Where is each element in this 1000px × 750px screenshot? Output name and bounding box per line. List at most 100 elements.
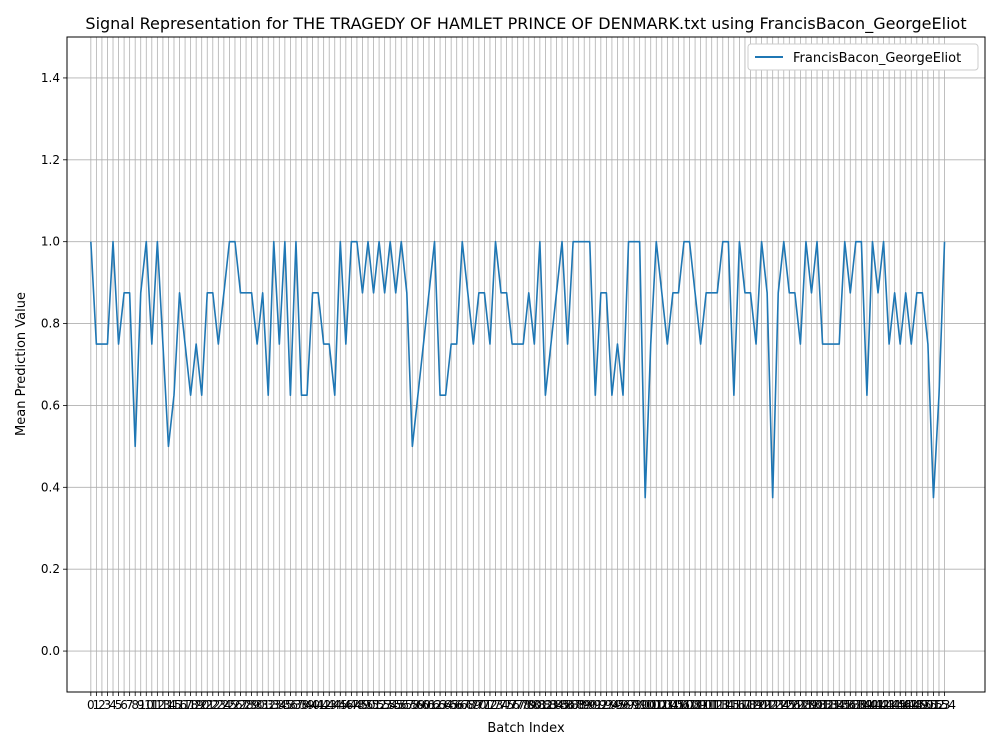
x-tick-label: 81 — [532, 698, 547, 712]
x-tick-label: 79 — [521, 698, 536, 712]
plot-frame — [66, 36, 986, 693]
x-tick-label: 89 — [577, 698, 592, 712]
x-tick-label: 124 — [767, 698, 790, 712]
x-tick-label: 13 — [155, 698, 170, 712]
x-tick-label: 26 — [227, 698, 242, 712]
x-tick-label: 106 — [667, 698, 690, 712]
x-tick-label: 120 — [745, 698, 768, 712]
x-tick-label: 52 — [371, 698, 386, 712]
x-tick-label: 18 — [183, 698, 198, 712]
x-tick-label: 111 — [695, 698, 718, 712]
x-tick-label: 140 — [855, 698, 878, 712]
x-tick-label: 64 — [438, 698, 453, 712]
series-line-francisbacon-georgeeliot — [90, 240, 946, 499]
x-tick-label: 46 — [338, 698, 353, 712]
x-tick-label: 128 — [789, 698, 812, 712]
x-tick-label: 75 — [499, 698, 514, 712]
x-tick-label: 44 — [327, 698, 342, 712]
x-tick-label: 67 — [455, 698, 470, 712]
x-tick-label: 76 — [505, 698, 520, 712]
x-tick-label: 33 — [266, 698, 281, 712]
y-tick-label: 1.4 — [41, 71, 60, 85]
x-tick-label: 65 — [444, 698, 459, 712]
x-tick-label: 123 — [761, 698, 784, 712]
x-tick-label: 84 — [549, 698, 564, 712]
y-tick-label: 0.4 — [41, 480, 60, 494]
x-tick-label: 49 — [355, 698, 370, 712]
x-tick-label: 133 — [817, 698, 840, 712]
x-tick-label: 15 — [166, 698, 181, 712]
x-tick-label: 138 — [844, 698, 867, 712]
x-tick-label: 105 — [661, 698, 684, 712]
x-tick-label: 131 — [806, 698, 829, 712]
x-tick-label: 98 — [626, 698, 641, 712]
y-axis-title: Mean Prediction Value — [14, 292, 29, 436]
x-tick-label: 122 — [756, 698, 779, 712]
x-tick-label: 4 — [109, 698, 117, 712]
x-tick-label: 14 — [161, 698, 176, 712]
x-tick-label: 12 — [150, 698, 165, 712]
x-tick-label: 66 — [449, 698, 464, 712]
x-tick-label: 100 — [634, 698, 657, 712]
legend-box — [747, 43, 979, 71]
x-tick-label: 113 — [706, 698, 729, 712]
x-tick-label: 32 — [261, 698, 276, 712]
x-tick-label: 82 — [538, 698, 553, 712]
x-tick-label: 5 — [115, 698, 123, 712]
x-tick-label: 60 — [416, 698, 431, 712]
x-tick-label: 71 — [477, 698, 492, 712]
x-tick-label: 77 — [510, 698, 525, 712]
x-tick-label: 55 — [388, 698, 403, 712]
x-tick-label: 148 — [900, 698, 923, 712]
x-tick-label: 96 — [615, 698, 630, 712]
legend-label: FrancisBacon_GeorgeEliot — [793, 51, 961, 66]
x-tick-label: 58 — [405, 698, 420, 712]
x-tick-label: 95 — [610, 698, 625, 712]
x-tick-label: 90 — [582, 698, 597, 712]
plot-area — [67, 37, 985, 692]
x-tick-label: 99 — [632, 698, 647, 712]
x-tick-label: 152 — [922, 698, 945, 712]
x-tick-label: 36 — [283, 698, 298, 712]
x-tick-label: 11 — [144, 698, 159, 712]
x-tick-label: 1 — [93, 698, 101, 712]
x-tick-label: 34 — [272, 698, 287, 712]
x-tick-label: 129 — [794, 698, 817, 712]
x-tick-label: 43 — [322, 698, 337, 712]
x-tick-label: 9 — [137, 698, 145, 712]
x-tick-label: 30 — [250, 698, 265, 712]
x-tick-label: 139 — [850, 698, 873, 712]
x-tick-label: 145 — [883, 698, 906, 712]
x-tick-label: 23 — [211, 698, 226, 712]
x-tick-label: 103 — [650, 698, 673, 712]
x-tick-label: 109 — [684, 698, 707, 712]
x-tick-label: 132 — [811, 698, 834, 712]
x-tick-label: 121 — [750, 698, 773, 712]
x-axis-ticks: 0123456789101112131415161718192021222324… — [87, 692, 956, 712]
x-tick-label: 59 — [410, 698, 425, 712]
x-tick-label: 147 — [894, 698, 917, 712]
x-tick-label: 10 — [139, 698, 154, 712]
x-tick-label: 37 — [288, 698, 303, 712]
x-tick-label: 112 — [700, 698, 723, 712]
x-tick-label: 2 — [98, 698, 106, 712]
chart-title: Signal Representation for THE TRAGEDY OF… — [85, 14, 966, 34]
x-tick-label: 20 — [194, 698, 209, 712]
x-tick-label: 3 — [104, 698, 112, 712]
x-tick-label: 47 — [344, 698, 359, 712]
x-tick-label: 154 — [933, 698, 956, 712]
x-tick-label: 8 — [131, 698, 139, 712]
x-tick-label: 118 — [734, 698, 757, 712]
x-tick-label: 125 — [772, 698, 795, 712]
x-tick-label: 73 — [488, 698, 503, 712]
x-tick-label: 115 — [717, 698, 740, 712]
x-tick-label: 114 — [711, 698, 734, 712]
x-tick-label: 126 — [778, 698, 801, 712]
x-gridlines — [90, 37, 945, 692]
x-tick-label: 91 — [588, 698, 603, 712]
x-tick-label: 80 — [527, 698, 542, 712]
x-tick-label: 22 — [205, 698, 220, 712]
x-tick-label: 136 — [833, 698, 856, 712]
y-tick-label: 0.6 — [41, 398, 60, 412]
